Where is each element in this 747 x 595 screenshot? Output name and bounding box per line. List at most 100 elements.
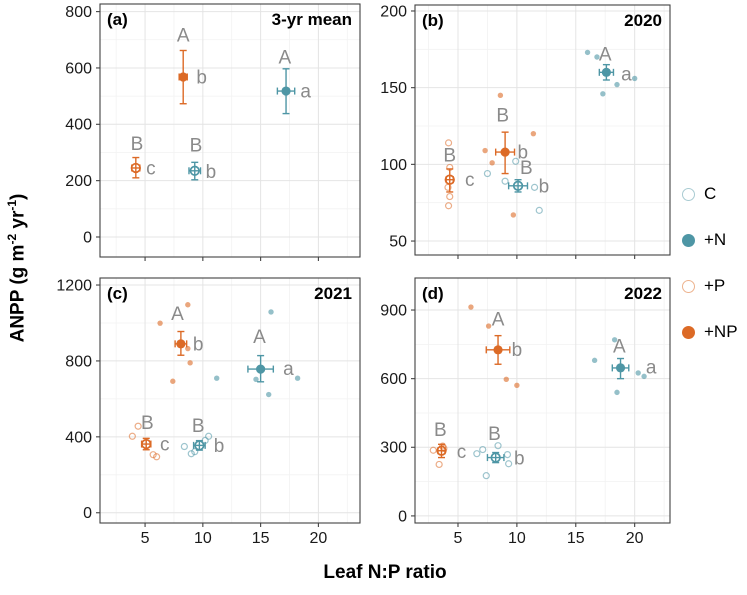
mean-C: Bb xyxy=(486,424,525,470)
sig-letter: B xyxy=(131,134,144,155)
scatter-point xyxy=(444,139,453,147)
sig-letter: B xyxy=(520,158,533,179)
panel-border xyxy=(99,277,361,524)
mean-C: Bb xyxy=(507,158,549,197)
open-circle-icon xyxy=(682,187,695,201)
mean-point xyxy=(436,445,447,456)
mean-point xyxy=(178,72,188,82)
mean-+NP: Ab xyxy=(177,25,207,105)
mean-+P: Bc xyxy=(131,134,156,180)
panel-tag: (d) xyxy=(422,284,444,303)
y-tick-label: 800 xyxy=(65,4,92,21)
sig-letter: c xyxy=(457,442,467,463)
sig-letter: b xyxy=(214,436,225,457)
scatter-point xyxy=(266,391,272,398)
y-axis-label-text: ANPP (g m xyxy=(7,244,29,343)
sig-letter: b xyxy=(512,340,523,361)
x-tick-label: 5 xyxy=(141,530,150,547)
y-tick-label: 0 xyxy=(83,505,92,522)
legend-label: +P xyxy=(704,276,726,295)
scatter-point xyxy=(444,202,453,210)
scatter-point xyxy=(591,357,598,364)
scatter-point xyxy=(214,375,220,381)
legend: C +N +P +NP xyxy=(682,182,738,344)
y-axis-label-sup-1: -2 xyxy=(5,233,19,245)
y-tick-label: 800 xyxy=(65,353,92,370)
sig-letter: B xyxy=(192,416,205,437)
y-tick-label: 400 xyxy=(65,117,92,134)
mean-point xyxy=(500,147,510,157)
sig-letter: A xyxy=(171,304,184,325)
sig-letter: A xyxy=(253,327,266,348)
mean-point xyxy=(615,363,626,373)
sig-letter: B xyxy=(443,146,456,167)
scatter-point xyxy=(205,432,213,440)
scatter-point xyxy=(530,183,539,191)
filled-circle-icon xyxy=(682,325,695,339)
panel-border xyxy=(414,4,671,256)
sig-letter: B xyxy=(488,424,501,445)
scatter-point xyxy=(446,192,454,201)
scatter-point xyxy=(157,320,163,326)
scatter-point xyxy=(185,345,191,352)
mean-+N: Aa xyxy=(611,337,657,380)
mean-+NP: Ab xyxy=(171,304,204,356)
legend-label: +NP xyxy=(704,322,738,341)
mean-C: Bb xyxy=(188,135,217,183)
mean-point xyxy=(130,162,141,174)
x-tick-label: 15 xyxy=(252,530,270,547)
y-axis-label: ANPP (g m-2 yr-1) xyxy=(5,108,31,428)
sig-letter: b xyxy=(514,449,525,470)
scatter-point xyxy=(494,442,502,450)
scatter-point xyxy=(268,309,274,315)
x-axis-label: Leaf N:P ratio xyxy=(323,562,447,583)
y-tick-label: 100 xyxy=(380,157,407,174)
scatter-point xyxy=(535,206,543,214)
y-axis-label-text: yr xyxy=(7,210,29,234)
sig-letter: b xyxy=(517,143,528,164)
scatter-point xyxy=(503,451,512,459)
y-tick-label: 0 xyxy=(83,229,92,246)
y-tick-label: 1200 xyxy=(56,277,92,294)
panel-border xyxy=(414,277,671,524)
scatter-point xyxy=(530,130,537,137)
scatter-point xyxy=(134,422,142,430)
scatter-point xyxy=(635,370,641,376)
scatter-point xyxy=(514,382,520,388)
y-tick-label: 0 xyxy=(398,508,407,525)
scatter-point xyxy=(489,160,495,166)
mean-point xyxy=(176,339,186,349)
y-tick-label: 50 xyxy=(389,233,407,250)
scatter-point xyxy=(497,92,504,99)
legend-item-nitrogen: +N xyxy=(682,228,738,252)
scatter-point xyxy=(435,460,443,469)
scatter-point xyxy=(503,376,509,383)
panel-title: 2020 xyxy=(624,11,662,30)
sig-letter: B xyxy=(434,420,447,441)
sig-letter: a xyxy=(621,64,632,85)
mean-point xyxy=(256,364,266,374)
sig-letter: b xyxy=(206,162,217,183)
mean-point xyxy=(281,86,291,96)
y-tick-label: 200 xyxy=(65,173,92,190)
panel-tag: (c) xyxy=(107,284,128,303)
mean-+N: Aa xyxy=(247,327,294,383)
mean-+N: Aa xyxy=(598,44,632,85)
scatter-point xyxy=(510,212,517,218)
scatter-point xyxy=(600,91,606,97)
mean-+P: Bc xyxy=(140,413,169,456)
y-tick-label: 600 xyxy=(380,371,407,388)
sig-letter: A xyxy=(599,44,612,65)
panel-title: 2021 xyxy=(314,284,352,303)
mean-point xyxy=(490,452,501,463)
sig-letter: A xyxy=(492,310,505,331)
sig-letter: a xyxy=(300,82,311,103)
scatter-point xyxy=(153,453,161,461)
mean-+P: Bc xyxy=(434,420,466,463)
scatter-point xyxy=(483,169,492,178)
sig-letter: a xyxy=(283,359,294,380)
scatter-point xyxy=(594,54,600,60)
